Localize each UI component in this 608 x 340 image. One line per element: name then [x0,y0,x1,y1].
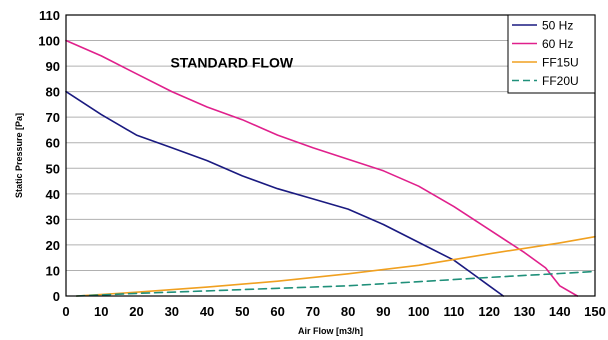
x-tick-label: 120 [478,304,500,319]
x-tick-label: 0 [62,304,69,319]
y-tick-label: 30 [46,212,60,227]
x-tick-label: 30 [165,304,179,319]
legend-label: 60 Hz [542,37,573,51]
x-tick-label: 130 [514,304,536,319]
y-ticks: 0 10 20 30 40 50 60 70 80 90 100 110 [38,8,60,304]
legend: 50 Hz 60 Hz FF15U FF20U [507,14,596,94]
x-axis-label: Air Flow [m3/h] [298,326,363,336]
x-ticks: 0 10 20 30 40 50 60 70 80 90 100 110 120 130 140 150 [62,304,605,319]
series-line-60-hz [65,39,579,297]
legend-box [507,14,596,94]
y-tick-label: 0 [53,289,60,304]
y-tick-label: 40 [46,187,60,202]
series-line-ff20u [75,270,596,297]
x-tick-label: 150 [584,304,606,319]
series-line-50-hz [65,90,505,297]
x-tick-label: 20 [129,304,143,319]
y-tick-label: 100 [38,34,60,49]
y-tick-label: 90 [46,59,60,74]
y-tick-label: 70 [46,110,60,125]
x-tick-label: 60 [270,304,284,319]
chart-title: STANDARD FLOW [170,54,293,70]
x-tick-label: 70 [306,304,320,319]
x-tick-label: 100 [408,304,430,319]
plot-area [66,15,595,296]
x-tick-label: 40 [200,304,214,319]
y-tick-label: 10 [46,263,60,278]
x-tick-label: 90 [376,304,390,319]
y-tick-label: 20 [46,238,60,253]
x-tick-label: 80 [341,304,355,319]
legend-label: 50 Hz [542,19,573,33]
x-tick-label: 110 [443,304,464,319]
y-axis-label: Static Pressure [Pa] [14,113,24,198]
series-layer [65,39,596,297]
y-tick-label: 110 [39,8,60,23]
x-tick-label: 140 [549,304,571,319]
legend-label: FF15U [542,56,579,70]
y-tick-label: 80 [46,85,60,100]
series-line-ff15u [75,235,596,297]
legend-label: FF20U [542,74,579,88]
y-tick-label: 50 [46,161,60,176]
plot-border [65,14,596,297]
x-tick-label: 50 [235,304,249,319]
x-tick-label: 10 [94,304,108,319]
y-tick-label: 60 [46,136,60,151]
